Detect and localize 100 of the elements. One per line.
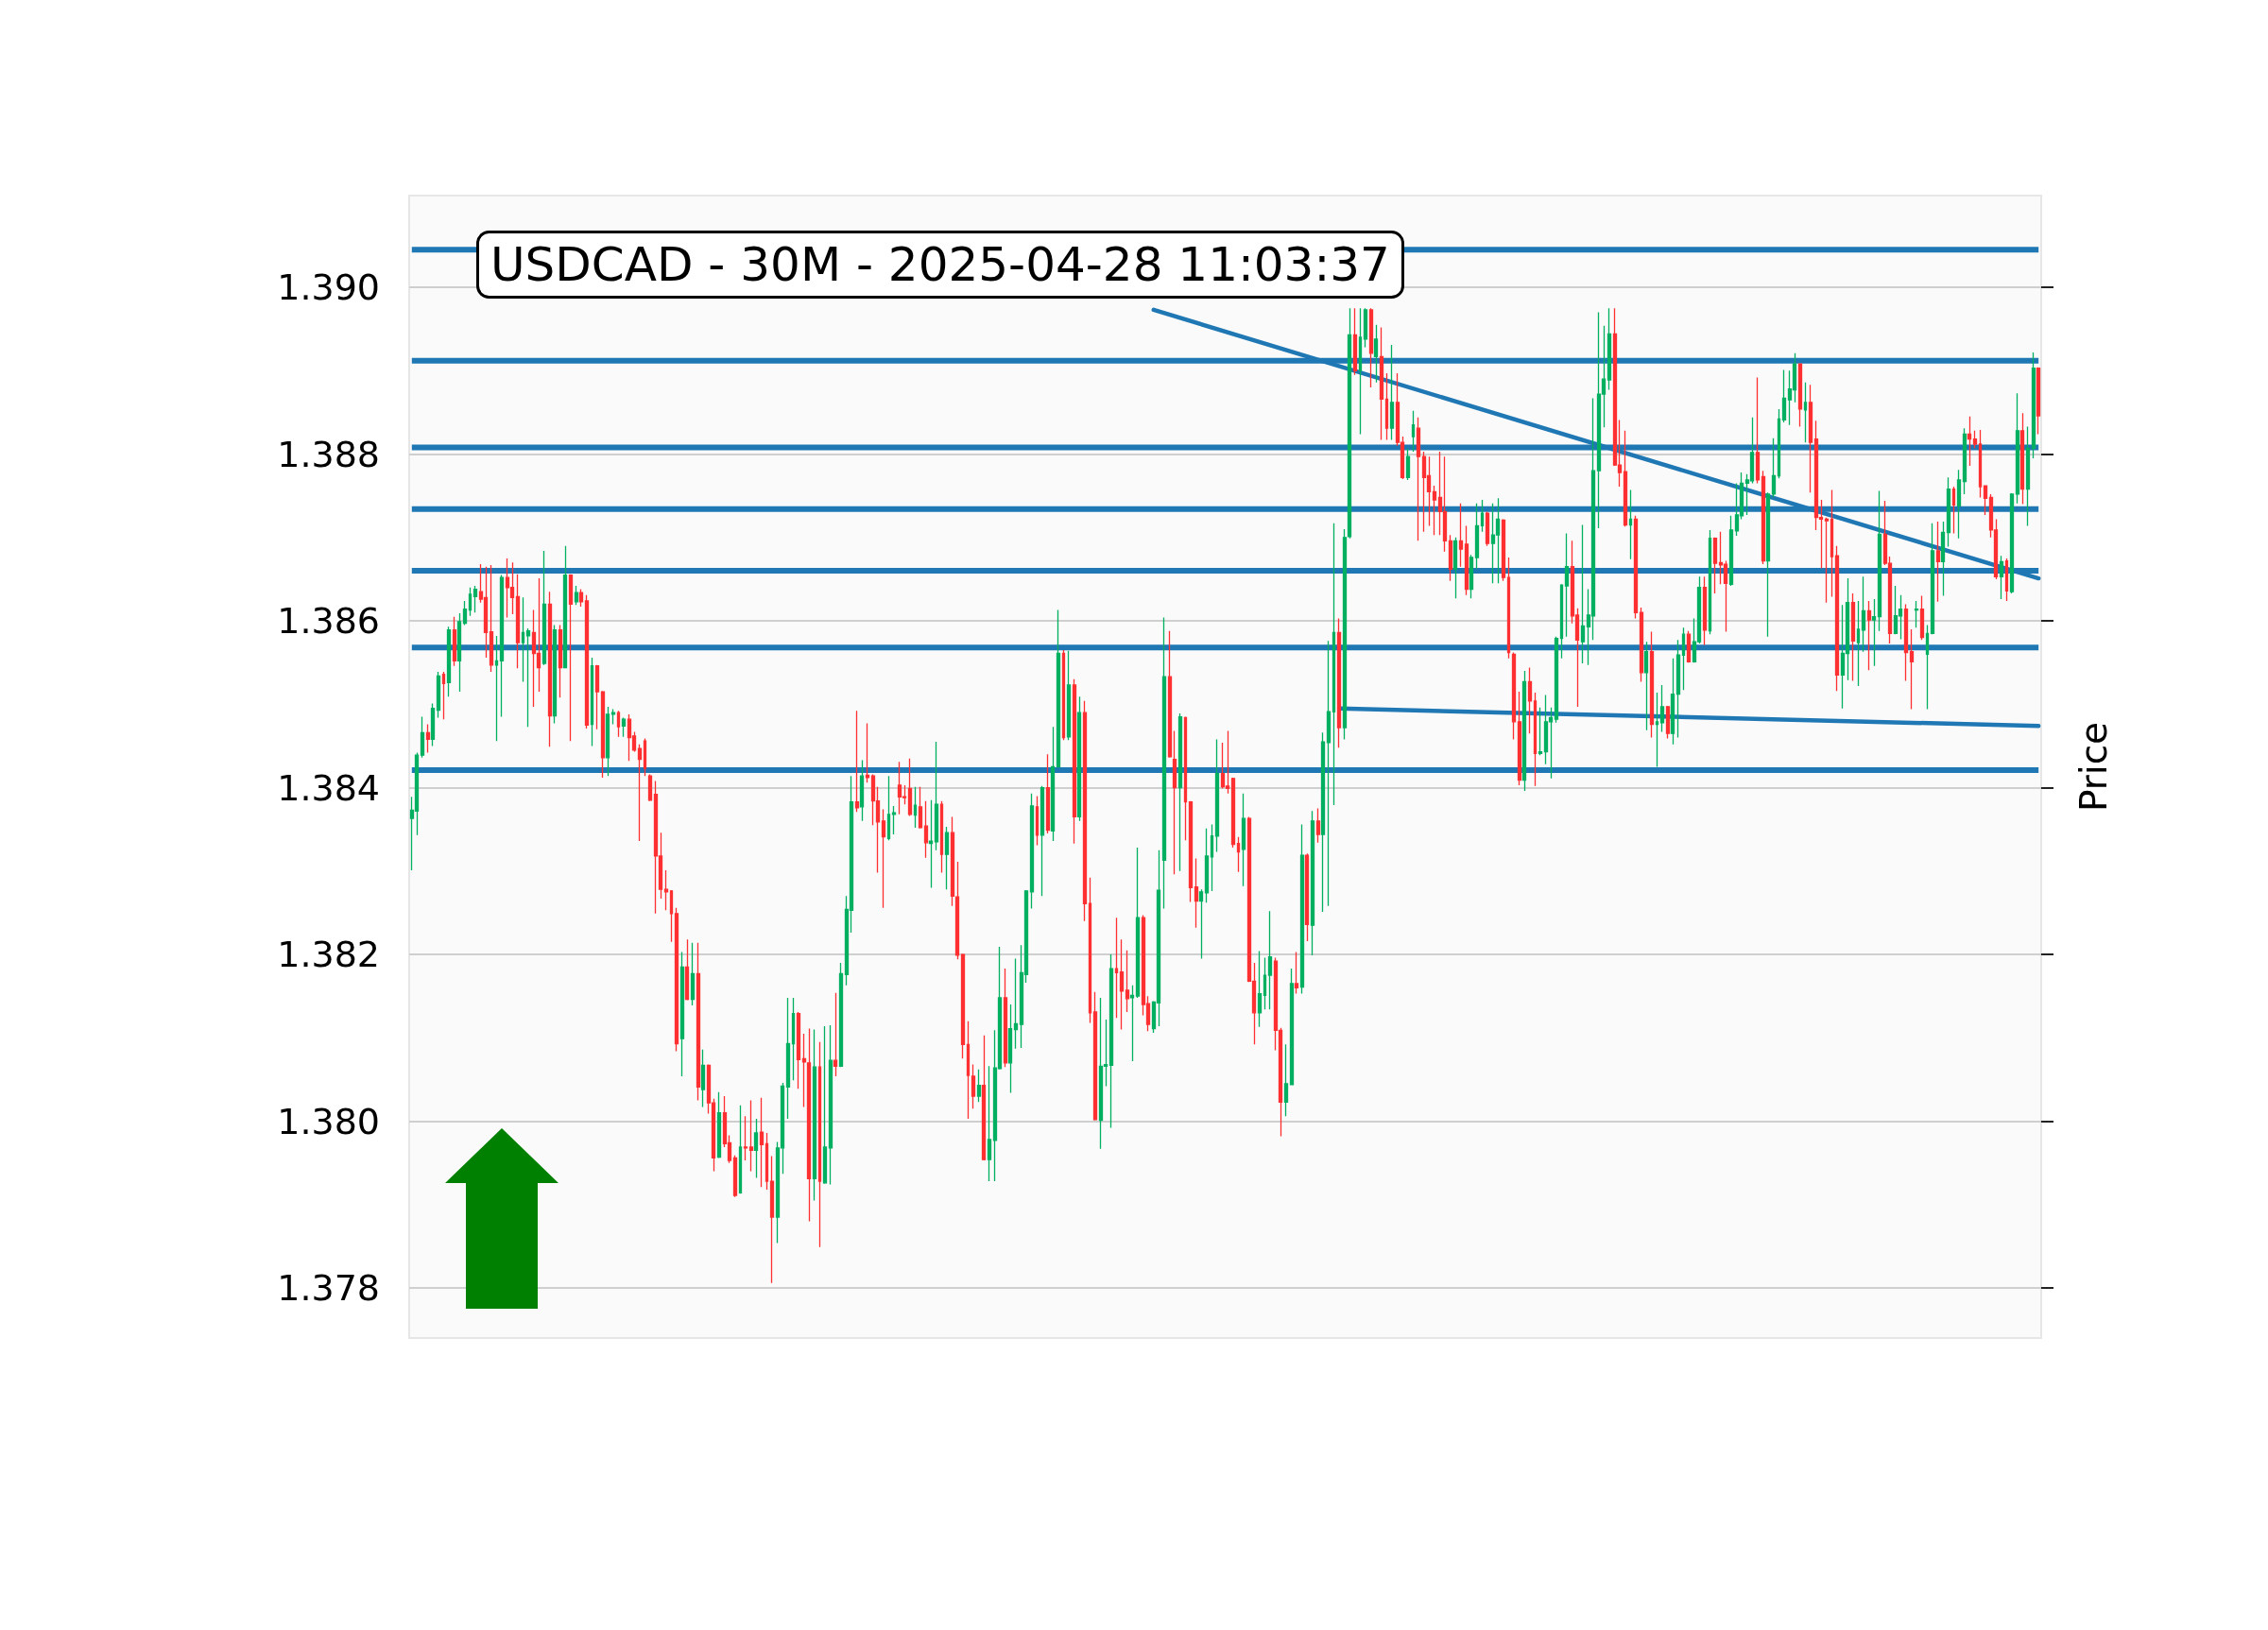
candlestick (505, 558, 510, 619)
candlestick (1951, 486, 1956, 535)
candlestick (621, 716, 627, 738)
candlestick (1332, 523, 1336, 806)
candlestick (637, 744, 643, 842)
candlestick (1029, 793, 1035, 910)
candlestick (1230, 777, 1236, 849)
candlestick (2036, 367, 2041, 436)
candlestick (1045, 753, 1051, 834)
candlestick (886, 775, 891, 841)
candlestick (1469, 554, 1474, 599)
candlestick (430, 702, 436, 747)
candlestick (1172, 729, 1177, 875)
candlestick (897, 761, 902, 815)
candlestick (1830, 489, 1834, 598)
candlestick (1088, 877, 1092, 1024)
candlestick (1411, 410, 1416, 453)
candlestick (483, 566, 489, 659)
candlestick (1675, 639, 1681, 739)
candlestick (1056, 609, 1061, 769)
candlestick (923, 800, 929, 859)
candlestick (552, 624, 558, 725)
candlestick (541, 550, 547, 666)
candlestick (1702, 575, 1708, 646)
candlestick (1781, 369, 1787, 423)
candlestick (653, 780, 659, 915)
candlestick (738, 1105, 743, 1194)
candlestick (521, 596, 525, 683)
candlestick (791, 997, 796, 1081)
candlestick (1919, 594, 1925, 642)
candlestick (499, 574, 505, 718)
candlestick (1225, 729, 1230, 795)
candlestick (578, 588, 584, 608)
candlestick (796, 1011, 801, 1090)
candlestick (1866, 600, 1872, 671)
candlestick (1755, 376, 1761, 485)
candlestick (1061, 649, 1066, 741)
candlestick (1999, 555, 2004, 600)
candlestick (1236, 835, 1241, 873)
candlestick (1263, 956, 1267, 1010)
candlestick (918, 786, 923, 830)
candlestick (594, 664, 600, 730)
candlestick (2009, 492, 2015, 594)
candlestick (1326, 640, 1332, 907)
candlestick (1930, 523, 1935, 635)
candlestick (1358, 307, 1363, 436)
candlestick (806, 1027, 812, 1223)
candlestick (1161, 616, 1167, 910)
candlestick (1765, 491, 1771, 638)
candlestick (562, 544, 568, 670)
candlestick (1956, 469, 1962, 540)
candlestick (865, 722, 870, 783)
candlestick (1967, 416, 1972, 467)
candlestick (1007, 1004, 1013, 1094)
candlestick (928, 799, 934, 889)
candlestick (1659, 684, 1665, 733)
candlestick (981, 1035, 987, 1161)
candlestick (558, 624, 563, 698)
candlestick (1972, 430, 1978, 450)
candlestick (1098, 997, 1104, 1150)
candlestick (1294, 951, 1299, 995)
candlestick (515, 574, 521, 670)
candlestick (1373, 324, 1379, 384)
candlestick (436, 671, 441, 719)
candlestick (1527, 666, 1533, 734)
candlestick (1177, 712, 1183, 872)
candlestick (1003, 968, 1008, 1068)
candlestick (1665, 705, 1671, 740)
candlestick (2025, 425, 2031, 527)
candlestick (696, 942, 701, 1102)
candlestick (1533, 692, 1538, 787)
candlestick (456, 612, 462, 693)
candlestick (441, 671, 446, 720)
candlestick (833, 992, 838, 1077)
candlestick (1708, 529, 1712, 635)
candlestick (1501, 518, 1506, 582)
candlestick (1210, 823, 1214, 892)
candlestick (1299, 823, 1305, 995)
candlestick (1909, 628, 1915, 711)
candlestick (452, 616, 457, 667)
candlestick (2004, 558, 2009, 602)
candlestick (854, 710, 860, 813)
candlestick (976, 1069, 982, 1103)
candlestick (1315, 807, 1321, 844)
candlestick (748, 1099, 754, 1173)
y-tick-label: 1.384 (277, 766, 380, 809)
candlestick (2019, 412, 2025, 506)
candlestick (568, 574, 574, 742)
candlestick (1188, 800, 1194, 903)
candlestick (1983, 485, 1988, 516)
candlestick (472, 585, 478, 613)
candlestick (1834, 544, 1840, 692)
candlestick (1655, 692, 1659, 768)
candlestick (1633, 515, 1639, 620)
candlestick (1405, 447, 1411, 481)
candlestick (743, 1115, 748, 1161)
candlestick (954, 861, 960, 960)
candlestick (1856, 600, 1861, 687)
candlestick (1092, 991, 1098, 1122)
candlestick (1452, 537, 1458, 599)
